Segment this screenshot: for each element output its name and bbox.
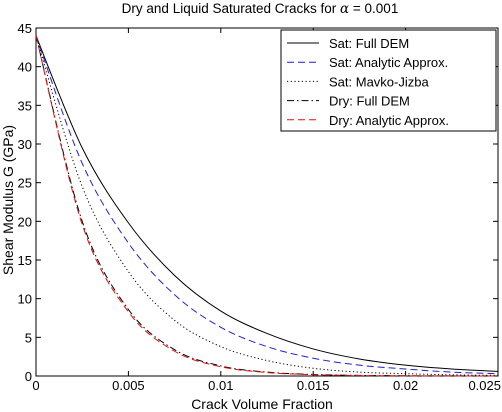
legend-label: Sat: Analytic Approx. [329, 55, 448, 70]
y-tick-label: 15 [18, 253, 32, 268]
x-tick-label: 0.005 [112, 378, 145, 393]
x-axis-label: Crack Volume Fraction [191, 396, 333, 412]
y-tick-label: 45 [18, 21, 32, 36]
x-tick-label: 0.015 [297, 378, 330, 393]
alpha-symbol: α [340, 1, 349, 17]
y-tick-label: 40 [18, 60, 32, 75]
x-tick-label: 0.02 [393, 378, 418, 393]
x-tick-label: 0.01 [208, 378, 233, 393]
x-tick-label: 0 [32, 378, 39, 393]
series-line-2 [35, 35, 499, 375]
y-axis: 0 5 10 15 20 25 30 35 40 45 [18, 21, 498, 384]
series-line-5 [35, 35, 499, 377]
legend-label: Sat: Mavko-Jizba [329, 74, 429, 89]
chart-title-prefix: Dry and Liquid Saturated Cracks for [122, 1, 340, 16]
chart-title: Dry and Liquid Saturated Cracks for α = … [122, 1, 399, 17]
y-tick-label: 10 [18, 292, 32, 307]
x-tick-label: 0.025 [468, 378, 501, 393]
y-tick-label: 0 [25, 369, 32, 384]
y-tick-label: 25 [18, 176, 32, 191]
y-tick-label: 35 [18, 98, 32, 113]
legend-box [280, 29, 497, 132]
plot-area-frame [35, 27, 499, 377]
series-line-3 [35, 35, 499, 376]
legend-label: Dry: Analytic Approx. [329, 113, 449, 128]
y-tick-label: 20 [18, 214, 32, 229]
y-tick-label: 5 [25, 330, 32, 345]
series-line-1 [35, 35, 499, 372]
legend-label: Dry: Full DEM [329, 94, 410, 109]
chart-title-suffix: = 0.001 [349, 1, 398, 16]
series-group [35, 35, 499, 377]
y-tick-label: 30 [18, 137, 32, 152]
legend-label: Sat: Full DEM [329, 36, 409, 51]
series-line-4 [35, 35, 499, 377]
legend: Sat: Full DEM Sat: Analytic Approx. Sat: M… [280, 29, 497, 132]
y-axis-label: Shear Modulus G (GPa) [0, 125, 16, 275]
